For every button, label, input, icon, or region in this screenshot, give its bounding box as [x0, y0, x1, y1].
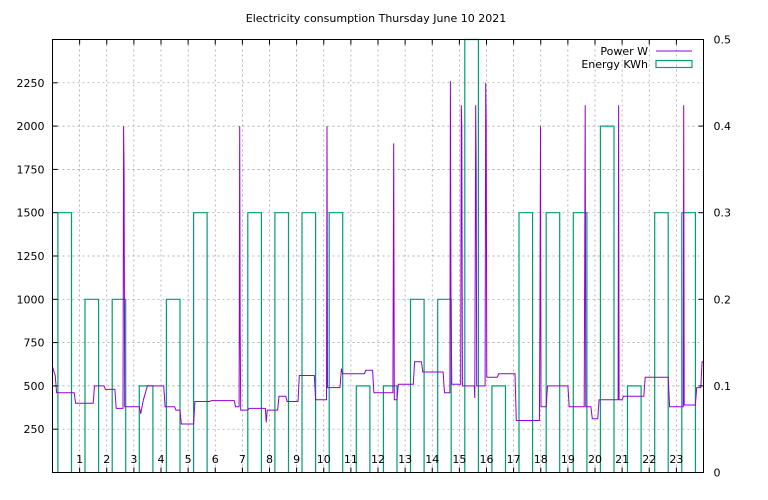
legend-label: Energy KWh	[581, 58, 648, 71]
x-tick-label: 22	[642, 453, 656, 466]
x-tick-label: 16	[480, 453, 494, 466]
energy-bar	[599, 125, 615, 473]
x-tick-label: 12	[371, 453, 385, 466]
energy-bar	[518, 212, 534, 473]
y-right-tick-label: 0	[714, 467, 721, 480]
x-tick-label: 4	[158, 453, 165, 466]
y-left-tick-label: 2000	[17, 120, 45, 133]
y-right-tick-label: 0.2	[714, 293, 732, 306]
legend-swatch-energy	[655, 59, 693, 69]
power-series	[52, 81, 704, 425]
legend-label: Power W	[600, 45, 648, 58]
energy-series	[57, 38, 696, 473]
y-left-tick-label: 750	[24, 337, 45, 350]
energy-bar	[654, 212, 669, 473]
energy-bar	[491, 385, 507, 473]
x-tick-label: 23	[669, 453, 683, 466]
energy-bar	[681, 212, 696, 473]
energy-bar	[247, 212, 262, 473]
y-right-tick-label: 0.5	[714, 34, 732, 47]
grid	[52, 39, 704, 473]
x-tick-label: 15	[452, 453, 466, 466]
energy-bar	[572, 212, 588, 473]
y-left-tick-label: 1000	[17, 293, 45, 306]
energy-bar	[274, 212, 290, 473]
y-left-tick-label: 1750	[17, 163, 45, 176]
x-tick-label: 5	[185, 453, 192, 466]
x-tick-label: 18	[534, 453, 548, 466]
x-tick-label: 19	[561, 453, 575, 466]
x-tick-label: 10	[317, 453, 331, 466]
y-right-tick-label: 0.3	[714, 207, 732, 220]
y-right-tick-label: 0.1	[714, 380, 732, 393]
energy-bar	[138, 385, 154, 473]
y-left-tick-label: 2250	[17, 77, 45, 90]
energy-bar	[437, 298, 452, 473]
energy-bar	[355, 385, 371, 473]
x-tick-label: 11	[344, 453, 358, 466]
energy-bar	[57, 212, 73, 473]
y-left-tick-label: 1500	[17, 207, 45, 220]
x-tick-label: 6	[212, 453, 219, 466]
x-tick-label: 2	[103, 453, 110, 466]
y-left-tick-label: 500	[24, 380, 45, 393]
x-tick-label: 14	[425, 453, 439, 466]
x-tick-label: 9	[293, 453, 300, 466]
x-tick-label: 8	[266, 453, 273, 466]
chart-title: Electricity consumption Thursday June 10…	[246, 12, 506, 25]
energy-bar	[328, 212, 344, 473]
x-tick-label: 21	[615, 453, 629, 466]
energy-bar	[111, 298, 127, 473]
energy-bar	[301, 212, 317, 473]
power-line	[52, 81, 704, 425]
x-tick-label: 20	[588, 453, 602, 466]
x-tick-label: 13	[398, 453, 412, 466]
x-tick-label: 1	[76, 453, 83, 466]
x-tick-label: 3	[130, 453, 137, 466]
energy-bar	[409, 298, 425, 473]
energy-bar	[193, 212, 208, 473]
energy-bar	[545, 212, 561, 473]
energy-bar	[382, 385, 398, 473]
y-right-tick-label: 0.4	[714, 120, 732, 133]
x-tick-label: 7	[239, 453, 246, 466]
x-tick-label: 17	[507, 453, 521, 466]
y-left-tick-label: 250	[24, 423, 45, 436]
energy-bar	[165, 298, 181, 473]
y-left-tick-label: 1250	[17, 250, 45, 263]
energy-bar	[626, 385, 642, 473]
